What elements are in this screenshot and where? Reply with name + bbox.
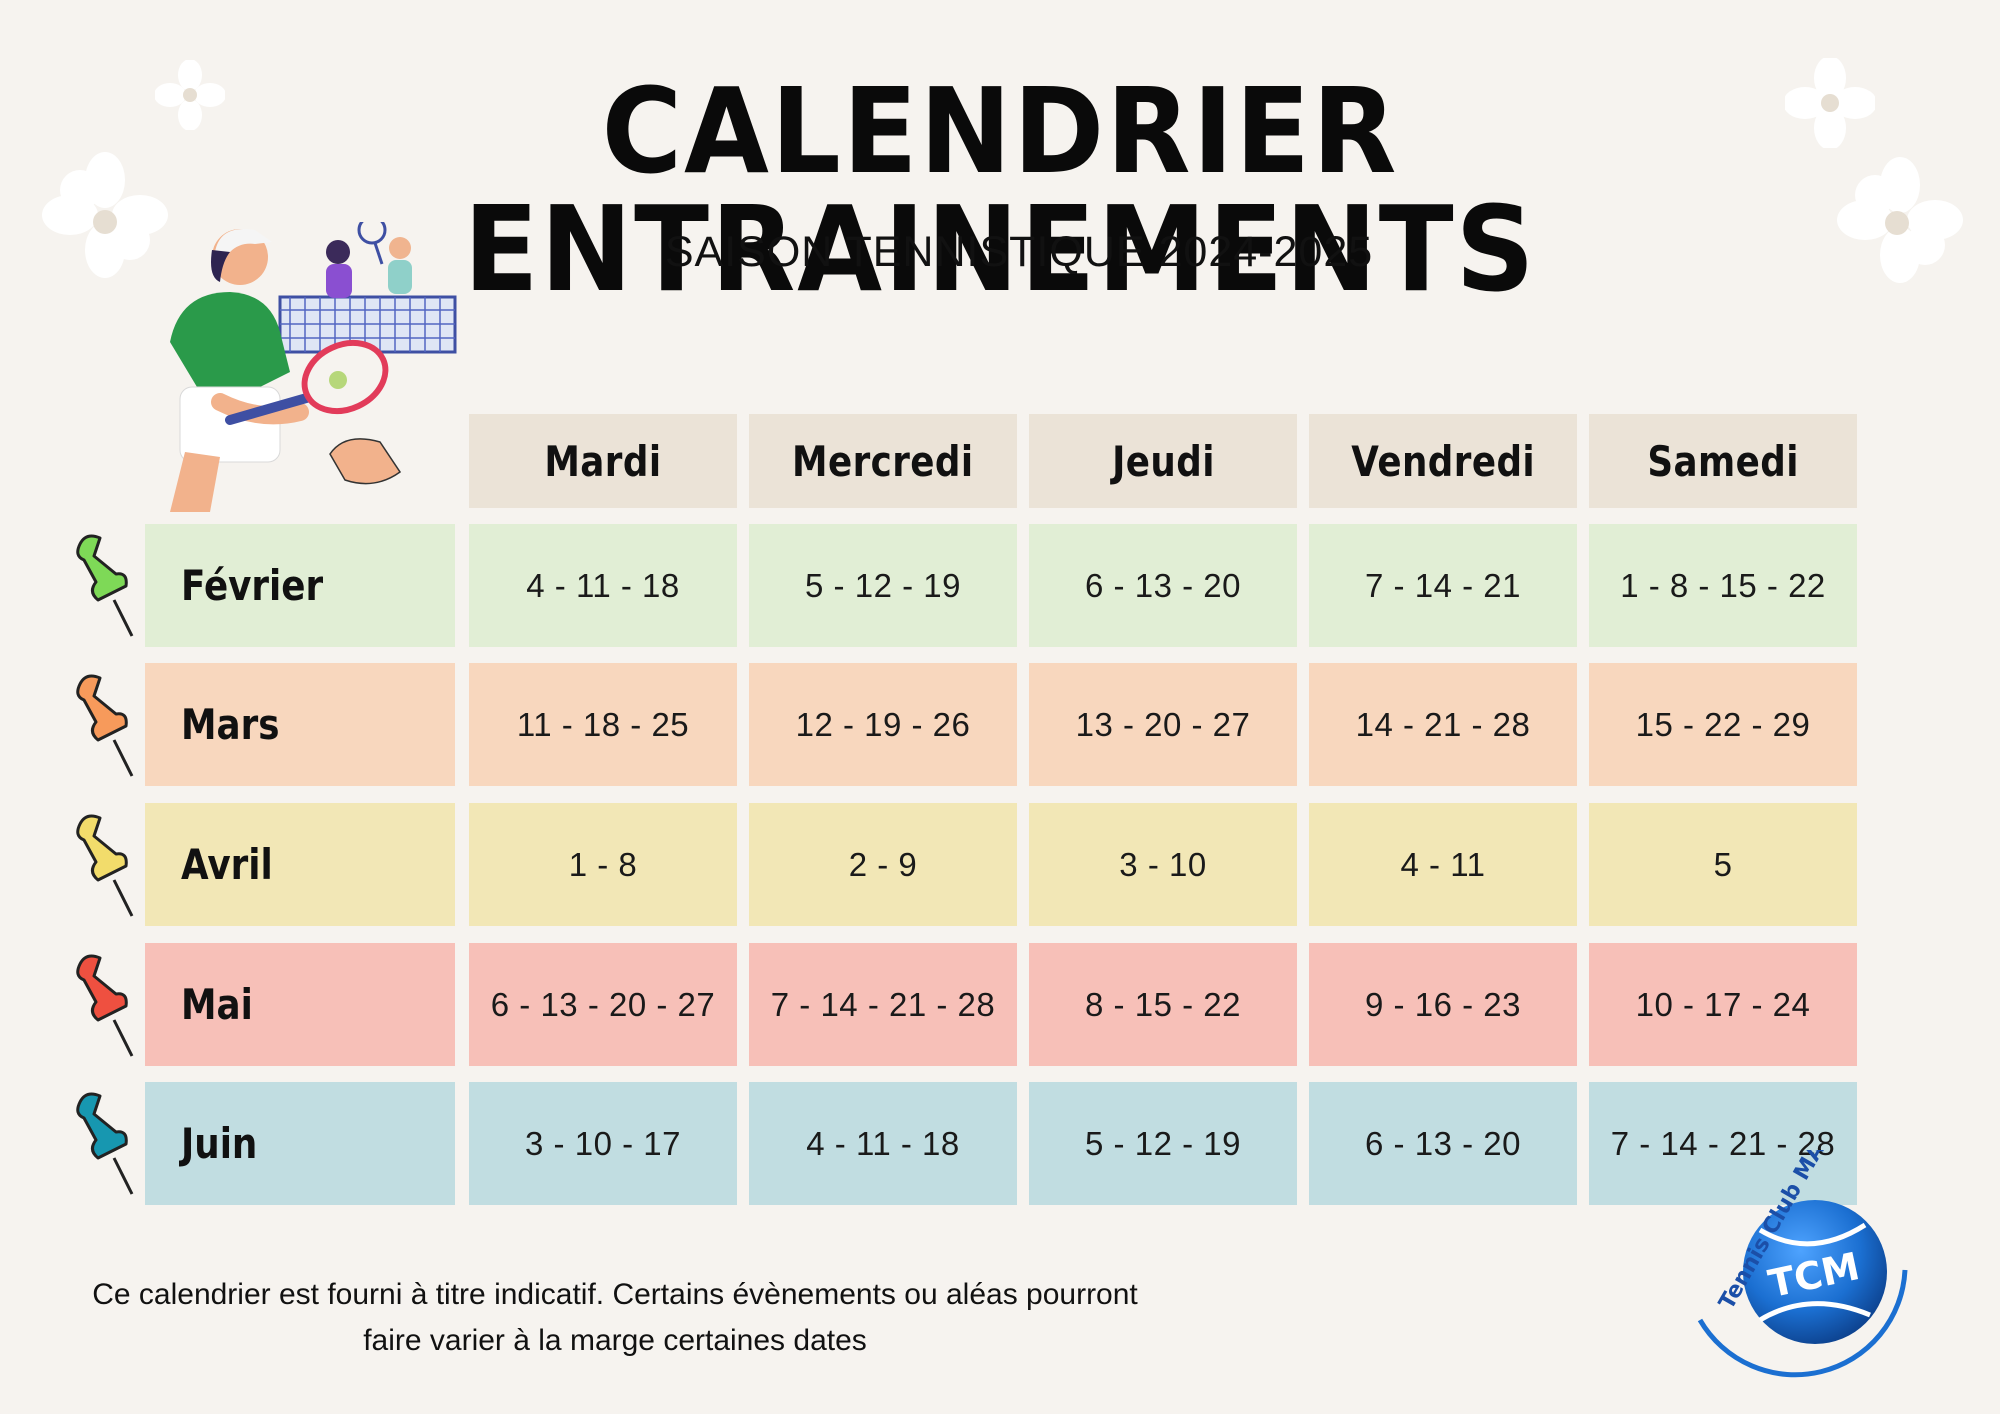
flower-icon bbox=[42, 152, 168, 278]
tennis-players-illustration bbox=[170, 222, 457, 512]
page-title: CALENDRIER ENTRAINEMENTS bbox=[463, 62, 1537, 318]
date-cell: 3 - 10 bbox=[1029, 803, 1297, 926]
day-header-jeudi: Jeudi bbox=[1029, 414, 1297, 508]
date-cell: 5 bbox=[1589, 803, 1857, 926]
date-cell: 1 - 8 - 15 - 22 bbox=[1589, 524, 1857, 647]
day-header-mercredi: Mercredi bbox=[749, 414, 1017, 508]
day-header-mardi: Mardi bbox=[469, 414, 737, 508]
date-cell: 3 - 10 - 17 bbox=[469, 1082, 737, 1205]
pushpin-icon bbox=[76, 814, 134, 917]
disclaimer-line-2: faire varier à la marge certaines dates bbox=[363, 1324, 867, 1357]
date-cell: 8 - 15 - 22 bbox=[1029, 943, 1297, 1066]
day-header-vendredi: Vendredi bbox=[1309, 414, 1577, 508]
date-cell: 12 - 19 - 26 bbox=[749, 663, 1017, 786]
date-cell: 5 - 12 - 19 bbox=[749, 524, 1017, 647]
flower-icon bbox=[1785, 58, 1875, 148]
date-cell: 4 - 11 - 18 bbox=[749, 1082, 1017, 1205]
date-cell: 15 - 22 - 29 bbox=[1589, 663, 1857, 786]
disclaimer-line-1: Ce calendrier est fourni à titre indicat… bbox=[92, 1278, 1138, 1311]
date-cell: 11 - 18 - 25 bbox=[469, 663, 737, 786]
date-cell: 4 - 11 bbox=[1309, 803, 1577, 926]
month-label-fevrier: Février bbox=[145, 524, 455, 647]
pushpin-icon bbox=[76, 534, 134, 637]
club-logo: TCM Tennis Club MABLY bbox=[1697, 1150, 1908, 1378]
day-header-samedi: Samedi bbox=[1589, 414, 1857, 508]
date-cell: 5 - 12 - 19 bbox=[1029, 1082, 1297, 1205]
date-cell: 6 - 13 - 20 - 27 bbox=[469, 943, 737, 1066]
date-cell: 14 - 21 - 28 bbox=[1309, 663, 1577, 786]
date-cell: 9 - 16 - 23 bbox=[1309, 943, 1577, 1066]
month-label-avril: Avril bbox=[145, 803, 455, 926]
date-cell: 10 - 17 - 24 bbox=[1589, 943, 1857, 1066]
flower-icon bbox=[1837, 157, 1963, 283]
pushpin-icon bbox=[76, 674, 134, 777]
date-cell: 2 - 9 bbox=[749, 803, 1017, 926]
date-cell: 7 - 14 - 21 - 28 bbox=[1589, 1082, 1857, 1205]
date-cell: 6 - 13 - 20 bbox=[1309, 1082, 1577, 1205]
date-cell: 7 - 14 - 21 bbox=[1309, 524, 1577, 647]
date-cell: 7 - 14 - 21 - 28 bbox=[749, 943, 1017, 1066]
month-label-juin: Juin bbox=[145, 1082, 455, 1205]
pushpin-icon bbox=[76, 954, 134, 1057]
flower-icon bbox=[155, 60, 225, 130]
date-cell: 1 - 8 bbox=[469, 803, 737, 926]
month-label-mars: Mars bbox=[145, 663, 455, 786]
date-cell: 13 - 20 - 27 bbox=[1029, 663, 1297, 786]
pushpin-icon bbox=[76, 1092, 134, 1195]
date-cell: 6 - 13 - 20 bbox=[1029, 524, 1297, 647]
page-subtitle: SAISON TENNISTIQUE 2024-2025 bbox=[664, 228, 1374, 276]
date-cell: 4 - 11 - 18 bbox=[469, 524, 737, 647]
disclaimer-text: Ce calendrier est fourni à titre indicat… bbox=[40, 1272, 1190, 1364]
month-label-mai: Mai bbox=[145, 943, 455, 1066]
